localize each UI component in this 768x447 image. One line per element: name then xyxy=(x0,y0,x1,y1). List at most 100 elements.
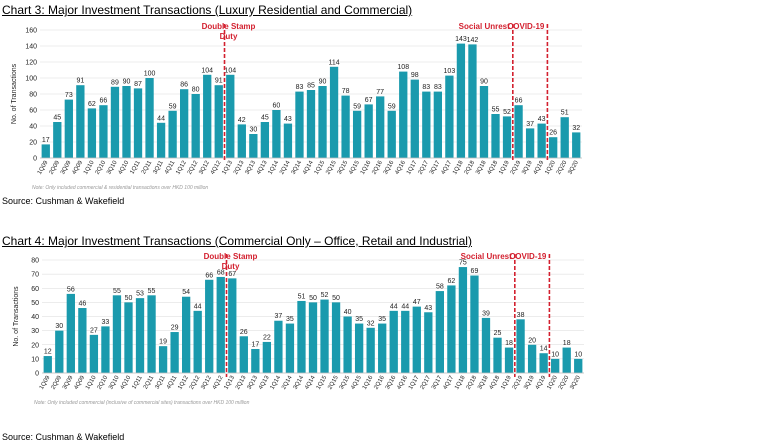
value-label: 47 xyxy=(413,299,421,306)
y-tick-label: 50 xyxy=(31,300,39,307)
value-label: 83 xyxy=(422,84,430,91)
value-label: 90 xyxy=(480,79,488,86)
value-label: 56 xyxy=(67,286,75,293)
bar-4Q18 xyxy=(493,337,502,373)
value-label: 90 xyxy=(319,79,327,86)
value-label: 43 xyxy=(424,305,432,312)
bar-2Q17 xyxy=(424,312,433,373)
bar-3Q13 xyxy=(249,134,258,158)
value-label: 29 xyxy=(171,325,179,332)
bar-3Q11 xyxy=(156,122,166,158)
bar-3Q14 xyxy=(295,91,304,158)
y-tick-label: 100 xyxy=(25,76,37,83)
value-label: 77 xyxy=(376,89,384,96)
bar-2Q10 xyxy=(101,326,110,373)
bar-1Q13 xyxy=(228,278,237,373)
value-label: 98 xyxy=(411,72,419,79)
value-label: 58 xyxy=(436,284,444,291)
bar-4Q19 xyxy=(537,123,546,158)
bar-3Q17 xyxy=(433,91,443,158)
bar-4Q16 xyxy=(399,71,408,158)
bar-2Q12 xyxy=(191,94,200,158)
bar-1Q09 xyxy=(43,356,52,373)
value-label: 67 xyxy=(365,97,373,104)
chart-note: Note: Only included commercial & residen… xyxy=(32,185,208,191)
bar-2Q10 xyxy=(99,105,108,158)
bar-3Q16 xyxy=(387,110,396,158)
bar-3Q18 xyxy=(479,86,489,158)
value-label: 33 xyxy=(102,319,110,326)
bar-2Q18 xyxy=(470,275,479,373)
bar-4Q10 xyxy=(122,86,131,158)
bar-2Q15 xyxy=(329,66,339,158)
bar-4Q18 xyxy=(491,114,500,158)
value-label: 78 xyxy=(342,88,350,95)
bar-3Q12 xyxy=(203,74,212,158)
value-label: 43 xyxy=(284,116,292,123)
bar-1Q18 xyxy=(458,267,468,373)
bar-1Q19 xyxy=(504,347,514,373)
value-label: 35 xyxy=(286,316,294,323)
value-label: 12 xyxy=(44,349,52,356)
y-axis-label: No. of Transactions xyxy=(13,286,20,347)
value-label: 38 xyxy=(517,312,525,319)
value-label: 51 xyxy=(561,110,569,117)
bar-2Q19 xyxy=(514,105,523,158)
chart-4-source: Source: Cushman & Wakefield xyxy=(2,432,125,442)
bar-2Q11 xyxy=(147,295,156,373)
value-label: 114 xyxy=(328,59,339,66)
bar-4Q09 xyxy=(76,85,85,158)
value-label: 25 xyxy=(494,330,502,337)
bar-1Q16 xyxy=(366,327,375,373)
value-label: 89 xyxy=(111,79,119,86)
y-tick-label: 60 xyxy=(31,286,39,293)
bar-2Q20 xyxy=(560,117,569,158)
x-tick-label: 4Q10 xyxy=(118,159,131,175)
bar-1Q15 xyxy=(320,299,329,373)
bar-2Q13 xyxy=(237,124,246,158)
bar-1Q19 xyxy=(502,116,512,158)
bar-4Q12 xyxy=(216,276,225,373)
value-label: 42 xyxy=(238,117,246,124)
bar-2Q09 xyxy=(53,122,62,158)
y-tick-label: 80 xyxy=(31,258,39,265)
value-label: 104 xyxy=(201,67,213,74)
value-label: 62 xyxy=(88,101,96,108)
bar-4Q10 xyxy=(124,302,133,373)
bar-3Q17 xyxy=(435,291,445,373)
bar-2Q16 xyxy=(376,96,385,158)
value-label: 66 xyxy=(205,272,213,279)
value-label: 50 xyxy=(332,295,340,302)
bar-1Q12 xyxy=(181,296,191,373)
value-label: 20 xyxy=(528,337,536,344)
y-tick-label: 0 xyxy=(33,156,37,163)
bar-4Q11 xyxy=(168,110,177,158)
bar-2Q09 xyxy=(55,330,64,373)
value-label: 83 xyxy=(434,84,442,91)
value-label: 67 xyxy=(228,271,236,278)
bar-4Q13 xyxy=(260,122,270,158)
value-label: 52 xyxy=(503,109,511,116)
bar-4Q12 xyxy=(214,85,223,158)
bar-3Q16 xyxy=(389,310,398,373)
bar-4Q09 xyxy=(78,308,87,373)
bar-1Q14 xyxy=(272,110,281,158)
value-label: 59 xyxy=(353,103,361,110)
bar-3Q09 xyxy=(66,293,75,373)
bar-1Q20 xyxy=(549,137,558,158)
value-label: 53 xyxy=(136,291,144,298)
bar-3Q18 xyxy=(481,317,491,373)
value-label: 44 xyxy=(401,303,409,310)
bar-1Q17 xyxy=(412,306,421,373)
value-label: 22 xyxy=(263,334,271,341)
value-label: 91 xyxy=(76,78,84,85)
value-label: 37 xyxy=(526,121,534,128)
value-label: 143 xyxy=(455,36,467,43)
x-tick-label: 3Q20 xyxy=(569,374,582,390)
y-tick-label: 20 xyxy=(31,342,39,349)
bar-3Q09 xyxy=(64,99,73,158)
y-tick-label: 60 xyxy=(29,108,37,115)
bar-3Q19 xyxy=(525,128,535,158)
bar-4Q11 xyxy=(170,332,179,373)
